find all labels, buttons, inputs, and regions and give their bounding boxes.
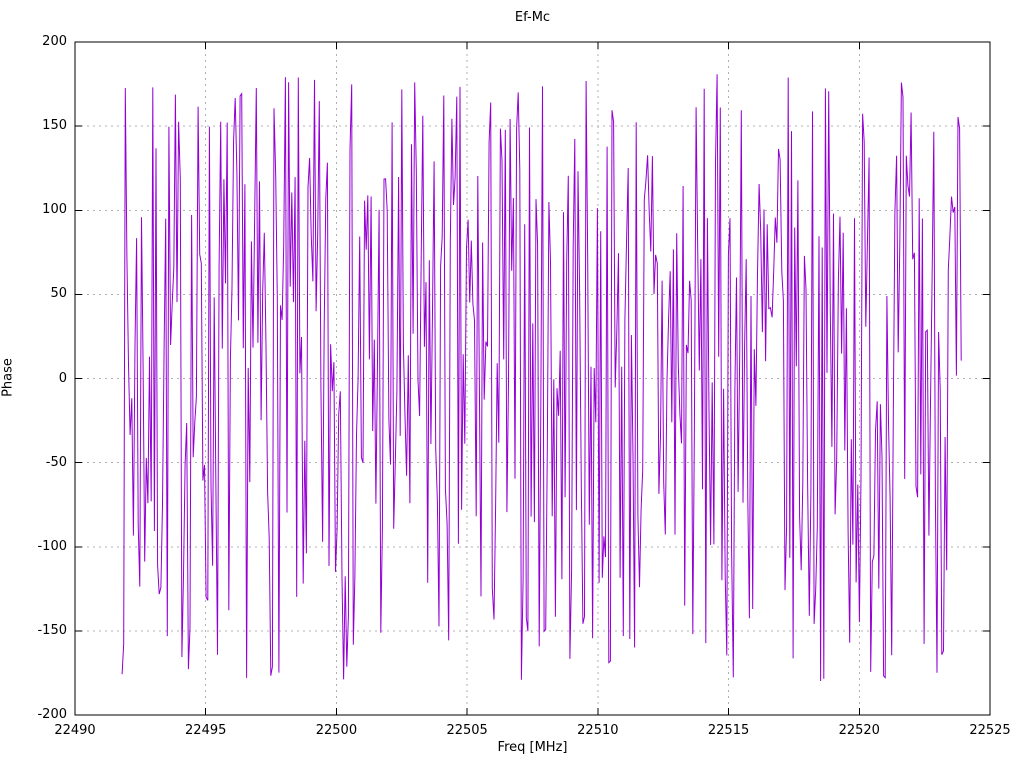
y-tick-label: 100 xyxy=(42,202,67,218)
phase-series-line xyxy=(121,74,962,682)
y-tick-label: 50 xyxy=(50,286,67,302)
y-tick-label: 200 xyxy=(42,34,67,49)
chart-title: Ef-Mc xyxy=(514,10,551,25)
y-tick-label: -200 xyxy=(37,707,67,722)
y-tick-label: -50 xyxy=(45,454,67,470)
x-tick-label: 22495 xyxy=(185,723,227,738)
y-tick-label: 0 xyxy=(58,370,67,386)
x-tick-label: 22525 xyxy=(969,723,1011,738)
x-tick-label: 22510 xyxy=(577,723,619,738)
y-tick-label: -100 xyxy=(37,538,67,554)
x-tick-label: 22520 xyxy=(838,723,880,738)
y-axis-label: Phase xyxy=(0,358,16,397)
x-tick-label: 22505 xyxy=(446,723,488,738)
x-tick-label: 22490 xyxy=(54,723,96,738)
x-tick-label: 22500 xyxy=(315,723,358,738)
y-tick-label: 150 xyxy=(42,118,67,134)
y-tick-label: -150 xyxy=(37,622,67,638)
x-tick-label: 22515 xyxy=(707,723,750,738)
x-axis-label: Freq [MHz] xyxy=(497,740,568,755)
